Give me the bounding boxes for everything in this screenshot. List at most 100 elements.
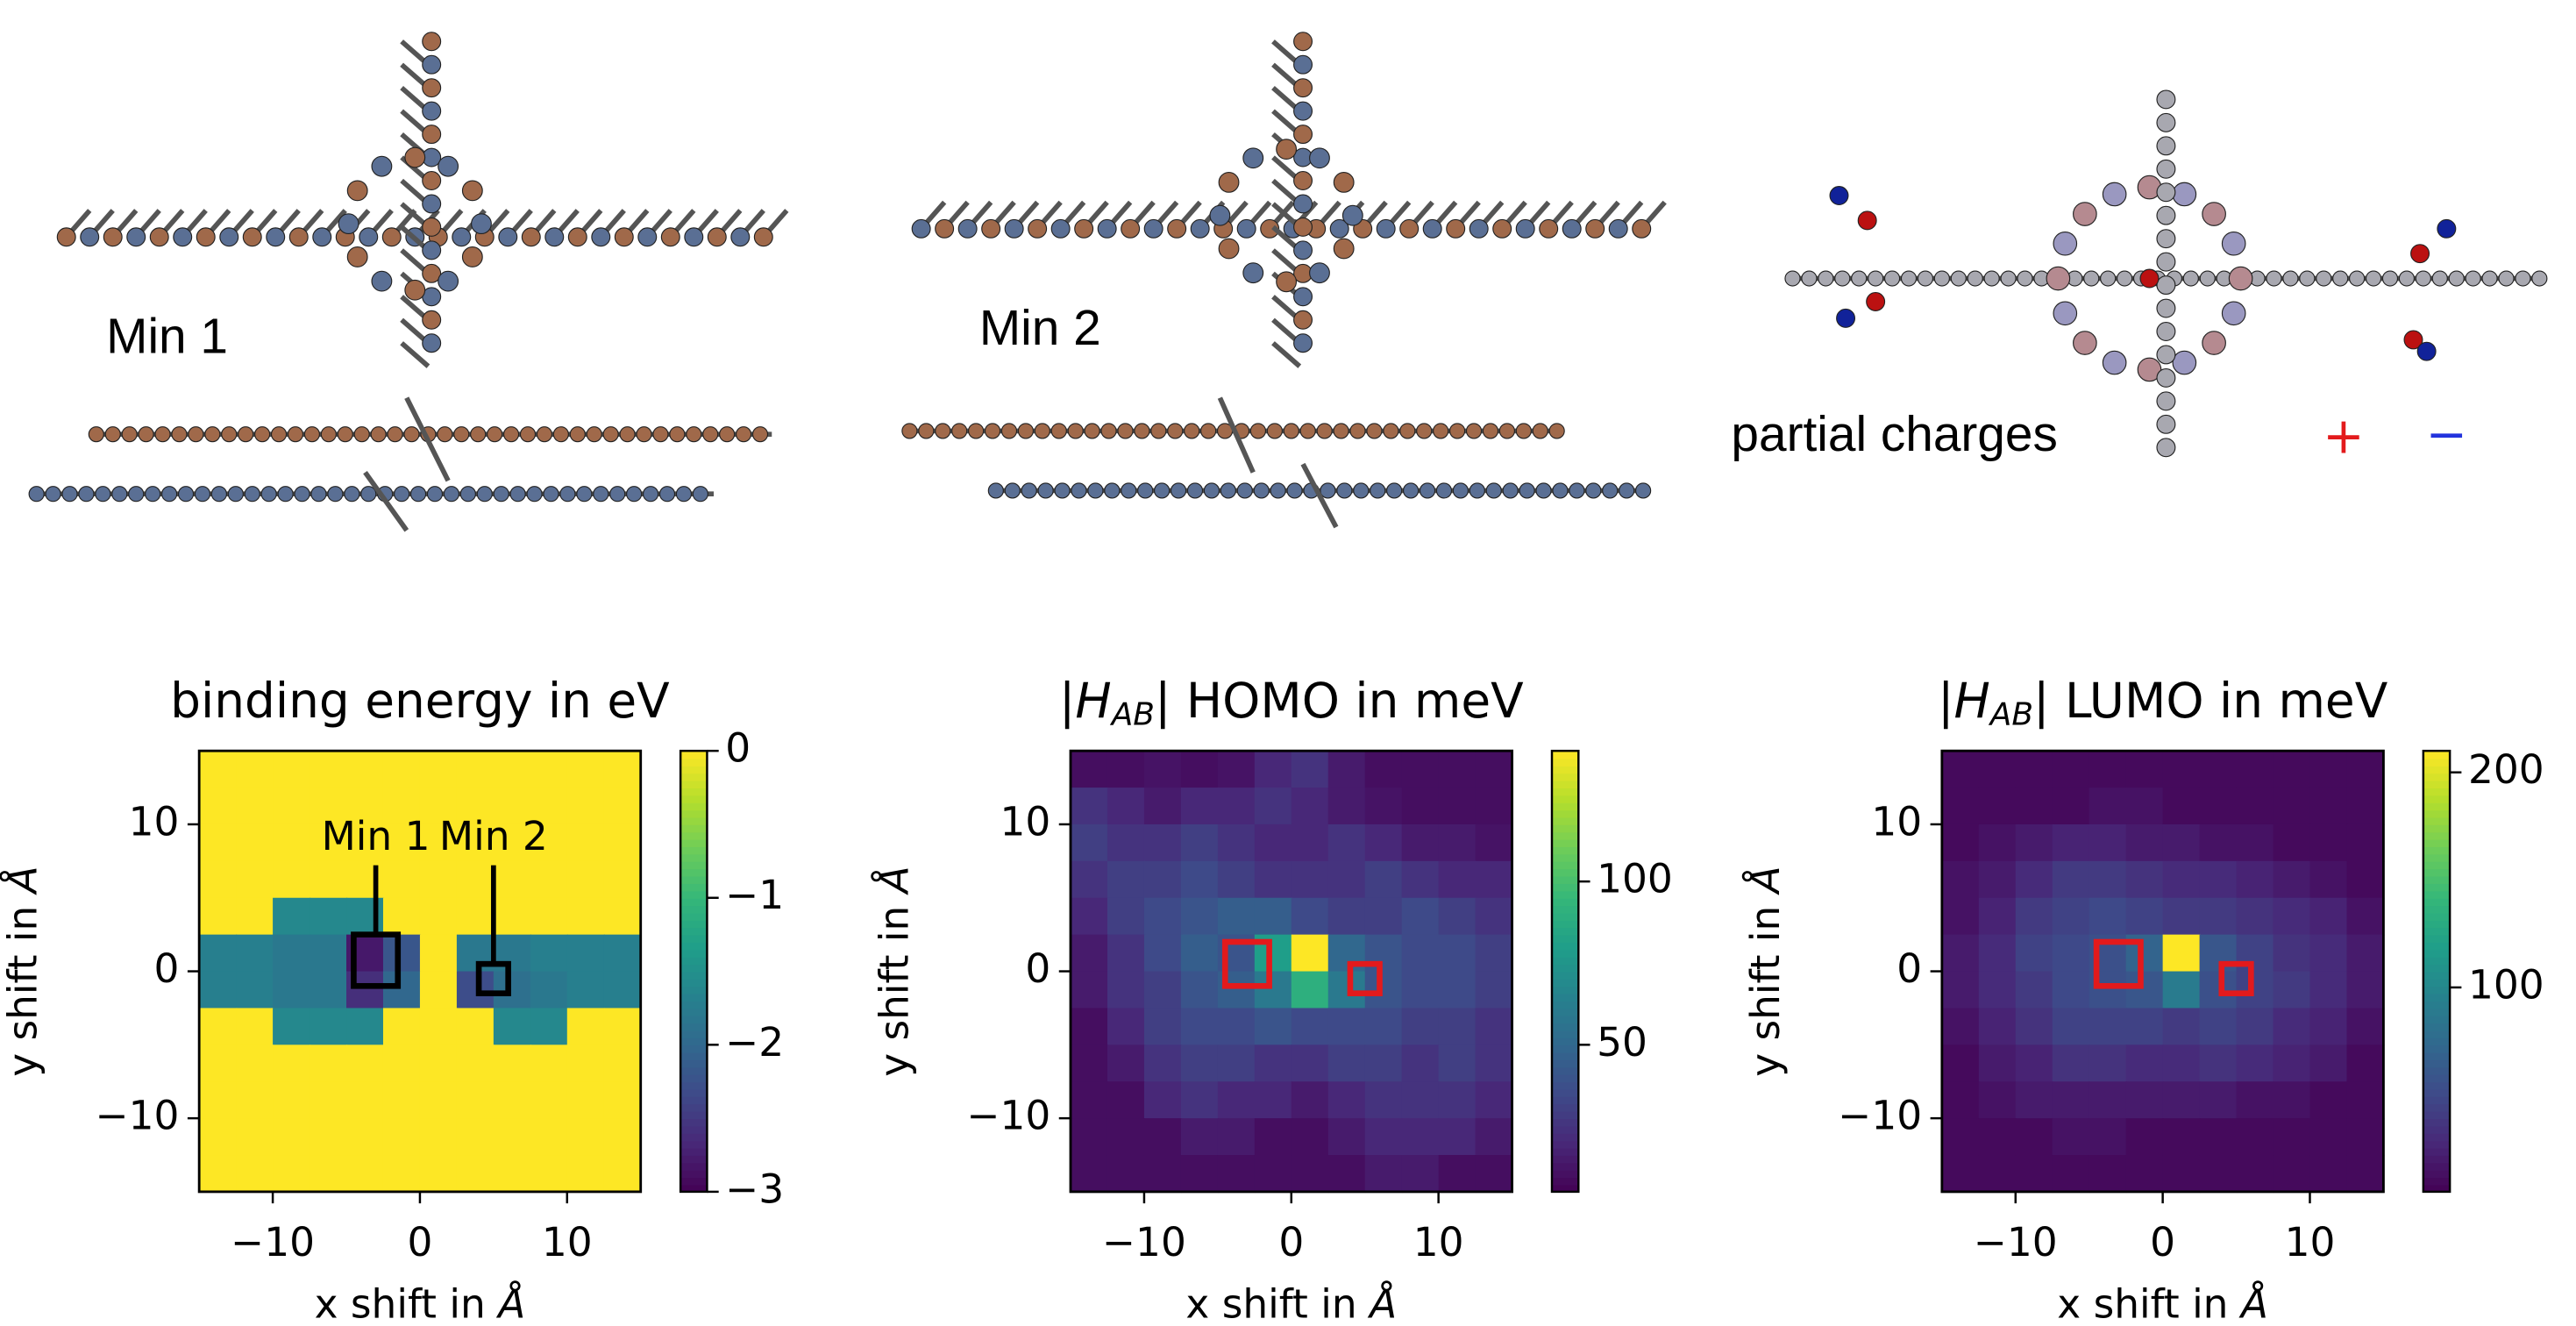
- atom: [422, 217, 442, 237]
- heatmap-cell: [2309, 823, 2348, 862]
- heatmap-cell: [310, 1008, 348, 1046]
- heatmap-cell: [530, 934, 568, 973]
- y-tick-label: 0: [154, 945, 180, 992]
- atom: [498, 227, 518, 247]
- colorbar-segment: [2423, 1140, 2451, 1149]
- heatmap-cell: [1180, 751, 1219, 789]
- atom: [1515, 423, 1532, 439]
- colorbar-segment: [2423, 831, 2451, 840]
- colorbar-segment: [1551, 1073, 1579, 1083]
- atom: [2053, 301, 2078, 326]
- colorbar-segment: [2423, 860, 2451, 870]
- colorbar-segment: [680, 802, 708, 811]
- axis-label-part: x shift in: [1185, 1280, 1370, 1326]
- heatmap-cell: [566, 860, 605, 899]
- heatmap-cell: [419, 1118, 459, 1157]
- heatmap-cell: [419, 751, 459, 789]
- heatmap-cell: [2162, 788, 2201, 826]
- atom: [1104, 482, 1121, 499]
- heatmap-cell: [1978, 1044, 2017, 1083]
- heatmap-cell: [1475, 1155, 1513, 1194]
- atom: [1050, 218, 1071, 239]
- heatmap-cell: [1107, 751, 1146, 789]
- heatmap-cell: [2015, 971, 2053, 1009]
- heatmap-cell: [603, 934, 642, 973]
- colorbar-segment: [2423, 875, 2451, 884]
- colorbar-segment: [2423, 905, 2451, 914]
- heatmap-cell: [530, 1118, 568, 1157]
- atom: [1167, 423, 1184, 439]
- colorbar-segment: [1551, 1008, 1579, 1016]
- atom: [359, 227, 379, 247]
- atom: [1236, 218, 1256, 239]
- atom: [1028, 218, 1048, 239]
- heatmap-cell: [2346, 1155, 2385, 1194]
- y-tick-label: 0: [1025, 945, 1050, 992]
- colorbar-segment: [2423, 1023, 2451, 1031]
- heatmap-cell: [1071, 1155, 1109, 1194]
- heatmap-cell: [2089, 860, 2127, 899]
- heatmap-cell: [530, 971, 568, 1009]
- heatmap-cell: [2015, 1155, 2053, 1194]
- atom: [602, 426, 619, 443]
- heatmap-cell: [1401, 751, 1440, 789]
- atom: [188, 426, 204, 443]
- atom: [126, 227, 146, 247]
- x-axis-label: x shift in Å: [2057, 1280, 2268, 1326]
- atom: [1184, 423, 1200, 439]
- atom: [2415, 270, 2431, 287]
- colorbar-segment: [680, 912, 708, 921]
- atom: [1299, 423, 1316, 439]
- heatmap-cell: [382, 788, 422, 826]
- colorbar-segment: [680, 758, 708, 766]
- atom: [1635, 482, 1652, 499]
- colorbar-segment: [1551, 1015, 1579, 1024]
- title-part: binding energy in eV: [170, 673, 670, 729]
- colorbar-segment: [2423, 1044, 2451, 1053]
- atom: [1569, 482, 1585, 499]
- heatmap-cell: [273, 1044, 311, 1083]
- axis-label-part: Å: [870, 866, 917, 895]
- heatmap-cell: [199, 1008, 238, 1046]
- heatmap-cell: [1291, 1081, 1329, 1120]
- atom: [2102, 182, 2127, 207]
- atom: [422, 240, 442, 260]
- heatmap-cell: [1180, 860, 1219, 899]
- atom: [1283, 423, 1299, 439]
- title-part: | LUMO in meV: [2033, 673, 2388, 730]
- heatmap-cell: [566, 897, 605, 936]
- atom: [2156, 345, 2176, 365]
- heatmap-cell: [2015, 1081, 2053, 1120]
- heatmap-cell: [1438, 897, 1477, 936]
- atom: [387, 426, 403, 443]
- heatmap-cell: [1254, 860, 1292, 899]
- heatmap-cell: [2052, 971, 2090, 1009]
- atom: [1519, 482, 1535, 499]
- heatmap-cell: [2052, 1081, 2090, 1120]
- heatmap-cell: [1941, 1044, 1980, 1083]
- atom: [2316, 270, 2332, 287]
- heatmap-cell: [1327, 860, 1366, 899]
- atom: [422, 263, 442, 283]
- heatmap-cell: [382, 897, 422, 936]
- atom: [277, 486, 294, 503]
- heatmap-cell: [2236, 1044, 2274, 1083]
- atom: [487, 426, 503, 443]
- heatmap-cell: [2346, 971, 2385, 1009]
- colorbar-segment: [680, 964, 708, 973]
- heatmap-cell: [1364, 1118, 1403, 1157]
- heatmap-cell: [493, 971, 531, 1009]
- minus-sign: −: [2426, 406, 2468, 464]
- colorbar-segment: [1551, 1059, 1579, 1068]
- heatmap-cell: [566, 823, 605, 862]
- heatmap-cell: [199, 1118, 238, 1157]
- heatmap-cell: [1438, 934, 1477, 973]
- bond: [1271, 341, 1302, 368]
- atom: [2172, 182, 2197, 207]
- colorbar-segment: [680, 780, 708, 789]
- atom: [422, 125, 442, 145]
- y-tick-label: −10: [96, 1093, 180, 1139]
- atom: [1433, 423, 1449, 439]
- colorbar-segment: [680, 905, 708, 914]
- heatmap-cell: [346, 860, 385, 899]
